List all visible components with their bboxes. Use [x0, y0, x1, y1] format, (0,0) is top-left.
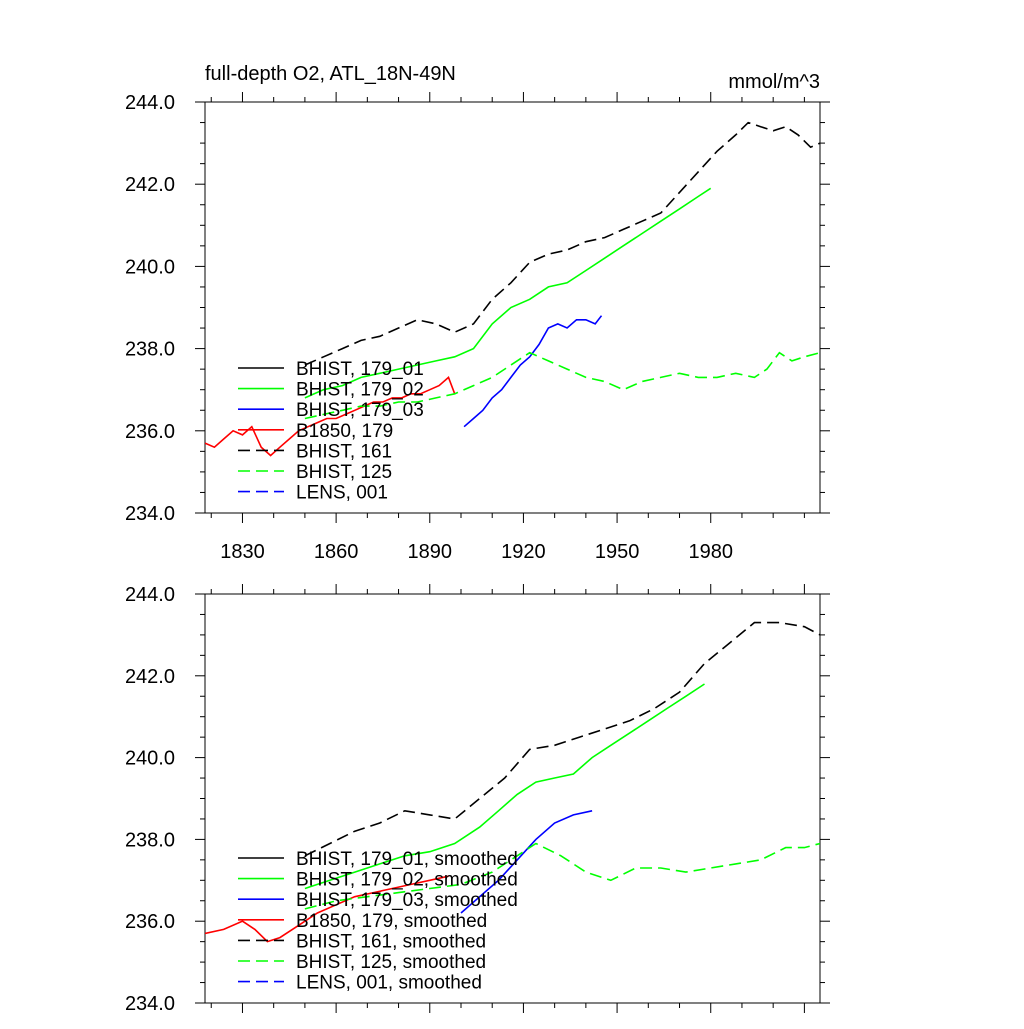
y-tick-label: 236.0 [125, 421, 175, 443]
y-tick-label: 236.0 [125, 911, 175, 933]
y-tick-label: 244.0 [125, 584, 175, 606]
bottom-panel: 234.0 236.0 238.0 240.0 242.0 244.0 BHIST, 179… [125, 584, 830, 1015]
y-tick-label: 242.0 [125, 174, 175, 196]
series-line-1 [304, 187, 712, 399]
legend-label: B1850, 179 [296, 421, 393, 442]
y-tick-label: 234.0 [125, 503, 175, 525]
legend-label: BHIST, 161 [296, 441, 392, 462]
y-tick-label: 244.0 [125, 92, 175, 114]
legend-label: B1850, 179, smoothed [296, 911, 487, 932]
legend-label: BHIST, 179_02, smoothed [296, 870, 518, 891]
x-tick-label: 1920 [501, 541, 546, 563]
y-tick-label: 240.0 [125, 256, 175, 278]
series-line-3 [205, 875, 449, 943]
y-tick-label: 234.0 [125, 993, 175, 1015]
series-line-2 [460, 810, 593, 914]
legend-label: BHIST, 179_01, smoothed [296, 849, 518, 870]
series-line-3 [205, 376, 456, 457]
x-tick-label: 1830 [220, 541, 265, 563]
legend-label: BHIST, 179_02 [296, 380, 424, 401]
legend-label: BHIST, 125, smoothed [296, 952, 486, 973]
chart-title: full-depth O2, ATL_18N-49N [205, 63, 456, 85]
y-tick-label: 242.0 [125, 666, 175, 688]
legend-label: BHIST, 179_03, smoothed [296, 890, 518, 911]
y-tick-label: 238.0 [125, 829, 175, 851]
x-tick-label: 1980 [688, 541, 733, 563]
x-tick-label: 1950 [595, 541, 640, 563]
legend-label: BHIST, 179_01 [296, 359, 424, 380]
series-line-4 [304, 621, 820, 857]
series-line-5 [304, 351, 820, 420]
top-panel: 1830 1860 1890 1920 1950 1980 234.0 236.0 238.0 2… [125, 63, 830, 563]
series-line-2 [463, 315, 603, 428]
series-line-5 [304, 842, 820, 910]
units-label: mmol/m^3 [728, 71, 820, 93]
series-line-1 [304, 683, 705, 890]
legend-label: LENS, 001, smoothed [296, 973, 482, 994]
legend-label: LENS, 001 [296, 483, 388, 504]
x-tick-label: 1860 [314, 541, 359, 563]
y-tick-label: 240.0 [125, 748, 175, 770]
legend-label: BHIST, 125 [296, 462, 392, 483]
series-line-4 [304, 121, 820, 366]
legend-label: BHIST, 179_03 [296, 400, 424, 421]
legend-label: BHIST, 161, smoothed [296, 931, 486, 952]
x-tick-label: 1890 [408, 541, 453, 563]
y-tick-label: 238.0 [125, 339, 175, 361]
